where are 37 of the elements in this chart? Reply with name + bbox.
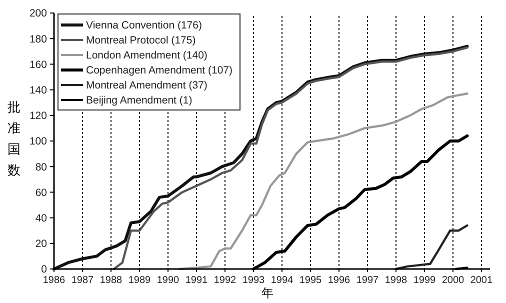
x-tick-label: 1989 — [128, 275, 152, 286]
x-tick-label: 1996 — [328, 275, 351, 286]
legend-label: Montreal Protocol (175) — [86, 34, 196, 47]
legend-label: Vienna Convention (176) — [86, 20, 202, 32]
y-tick-label: 20 — [35, 238, 48, 250]
legend-label: Copenhagen Amendment (107) — [86, 64, 233, 77]
y-tick-label: 140 — [29, 84, 48, 96]
x-tick-label: 1988 — [100, 275, 123, 286]
y-tick-label: 120 — [29, 110, 48, 122]
x-tick-label: 1990 — [156, 275, 180, 286]
y-tick-label: 100 — [29, 136, 48, 148]
x-tick-label: 1995 — [299, 275, 322, 286]
x-tick-label: 1992 — [214, 275, 237, 286]
legend-label: London Amendment (140) — [86, 50, 208, 62]
x-tick-label: 1987 — [71, 275, 94, 286]
y-tick-label: 200 — [29, 8, 48, 20]
y-tick-label: 80 — [35, 161, 48, 174]
x-tick-label: 1994 — [270, 275, 294, 286]
y-tick-label: 180 — [29, 33, 48, 46]
y-tick-label: 160 — [29, 58, 48, 71]
x-tick-label: 1998 — [384, 275, 408, 286]
x-tick-label: 1999 — [413, 275, 436, 286]
y-tick-label: 40 — [35, 212, 48, 224]
x-axis-title: 年 — [262, 286, 274, 300]
x-tick-label: 1997 — [356, 275, 380, 286]
x-tick-label: 1986 — [42, 275, 66, 286]
x-tick-label: 1991 — [185, 275, 208, 286]
line-series — [394, 224, 468, 270]
legend-label: Beijing Amendment (1) — [86, 94, 192, 107]
x-tick-label: 2001 — [470, 275, 494, 286]
legend-label: Montreal Amendment (37) — [86, 80, 208, 92]
y-axis-title: 批准国数 — [8, 100, 20, 178]
y-tick-label: 60 — [35, 186, 48, 199]
y-tick-label: 0 — [41, 264, 48, 276]
line-series — [178, 92, 468, 270]
x-tick-label: 1993 — [242, 275, 266, 286]
x-tick-label: 2000 — [442, 275, 465, 286]
